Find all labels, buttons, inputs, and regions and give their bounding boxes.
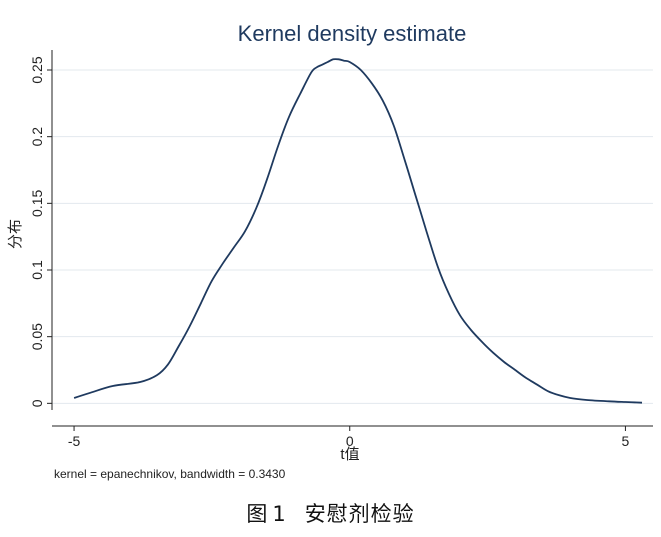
caption-text: 安慰剂检验 <box>304 502 415 526</box>
y-tick-label: 0.05 <box>29 323 45 350</box>
y-tick-label: 0.15 <box>29 189 45 216</box>
x-axis: -5 0 5 <box>52 425 653 449</box>
x-axis-label: t值 <box>340 446 359 463</box>
y-tick-label: 0.25 <box>29 56 45 83</box>
kernel-note: kernel = epanechnikov, bandwidth = 0.343… <box>54 467 286 481</box>
y-tick-label: 0.2 <box>29 127 45 147</box>
caption-label: 图 <box>246 502 269 526</box>
chart-title: Kernel density estimate <box>238 21 467 46</box>
y-axis: 0 0.05 0.1 0.15 0.2 0.25 <box>29 50 53 410</box>
x-tick-label: -5 <box>68 433 81 449</box>
caption-number: 1 <box>272 502 287 526</box>
x-tick-label: 5 <box>622 433 630 449</box>
density-series-line <box>73 58 643 404</box>
y-tick-label: 0.1 <box>29 260 45 280</box>
grid-lines <box>52 69 653 404</box>
y-tick-label: 0 <box>29 399 45 407</box>
x-tick-label: 0 <box>346 433 354 449</box>
figure-caption: 图 1 安慰剂检验 <box>0 498 661 528</box>
y-axis-label: 分布 <box>7 219 24 249</box>
